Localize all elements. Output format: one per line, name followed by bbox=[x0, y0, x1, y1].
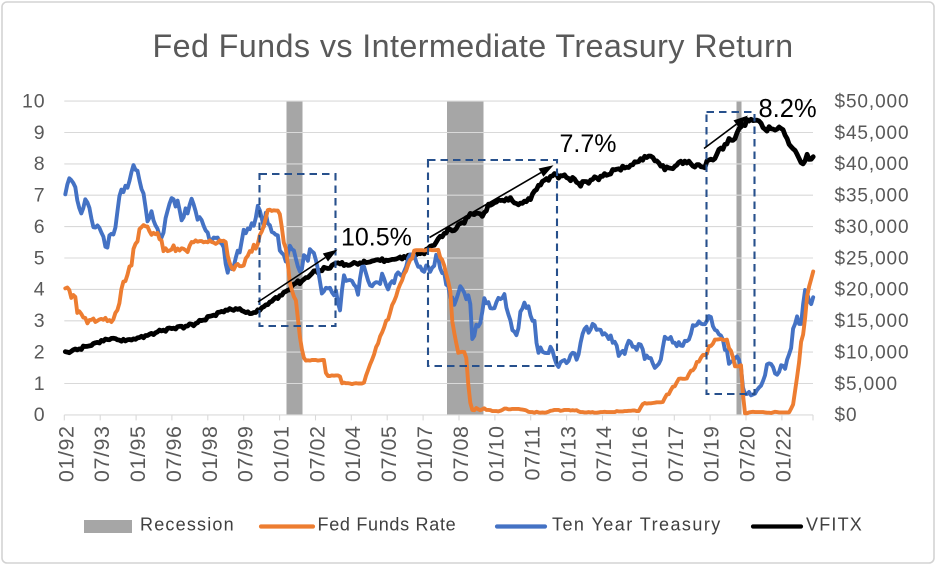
svg-text:7.7%: 7.7% bbox=[560, 130, 617, 158]
svg-text:Fed Funds vs Intermediate Trea: Fed Funds vs Intermediate Treasury Retur… bbox=[152, 28, 793, 64]
svg-text:$10,000: $10,000 bbox=[835, 342, 910, 363]
svg-text:1: 1 bbox=[34, 373, 46, 395]
svg-text:01/01: 01/01 bbox=[270, 426, 294, 483]
svg-text:3: 3 bbox=[34, 310, 46, 332]
svg-text:5: 5 bbox=[34, 247, 46, 269]
svg-text:VFITX: VFITX bbox=[806, 515, 863, 535]
svg-text:01/95: 01/95 bbox=[126, 426, 150, 483]
svg-text:01/07: 01/07 bbox=[413, 426, 437, 483]
svg-text:$25,000: $25,000 bbox=[835, 248, 910, 269]
svg-text:7: 7 bbox=[34, 185, 46, 207]
svg-text:01/22: 01/22 bbox=[771, 426, 795, 483]
svg-text:07/02: 07/02 bbox=[305, 426, 329, 483]
svg-text:Recession: Recession bbox=[140, 515, 235, 535]
svg-text:$20,000: $20,000 bbox=[835, 280, 910, 301]
svg-text:0: 0 bbox=[34, 404, 46, 426]
svg-text:$15,000: $15,000 bbox=[835, 311, 910, 332]
svg-text:07/08: 07/08 bbox=[449, 426, 473, 483]
svg-text:01/13: 01/13 bbox=[556, 426, 580, 483]
svg-text:Fed Funds Rate: Fed Funds Rate bbox=[318, 515, 457, 535]
svg-text:$30,000: $30,000 bbox=[835, 217, 910, 238]
svg-text:07/17: 07/17 bbox=[664, 426, 688, 483]
svg-text:07/20: 07/20 bbox=[736, 426, 760, 483]
svg-text:01/04: 01/04 bbox=[341, 426, 365, 483]
svg-text:10: 10 bbox=[22, 90, 46, 112]
svg-text:9: 9 bbox=[34, 122, 46, 144]
svg-text:Ten Year Treasury: Ten Year Treasury bbox=[552, 515, 722, 535]
svg-text:8.2%: 8.2% bbox=[759, 95, 817, 123]
svg-text:$45,000: $45,000 bbox=[835, 123, 910, 144]
svg-text:01/98: 01/98 bbox=[198, 426, 222, 483]
svg-text:$50,000: $50,000 bbox=[835, 91, 910, 112]
svg-text:01/92: 01/92 bbox=[54, 426, 78, 483]
svg-text:$40,000: $40,000 bbox=[835, 154, 910, 175]
svg-text:6: 6 bbox=[34, 216, 46, 238]
svg-text:$35,000: $35,000 bbox=[835, 186, 910, 207]
svg-text:07/93: 07/93 bbox=[90, 426, 114, 483]
svg-text:07/99: 07/99 bbox=[234, 426, 258, 483]
svg-text:01/19: 01/19 bbox=[700, 426, 724, 483]
svg-text:07/05: 07/05 bbox=[377, 426, 401, 483]
svg-text:10.5%: 10.5% bbox=[341, 224, 412, 252]
svg-text:01/16: 01/16 bbox=[628, 426, 652, 483]
svg-text:07/11: 07/11 bbox=[520, 426, 544, 481]
svg-text:$0: $0 bbox=[835, 405, 858, 426]
svg-text:07/14: 07/14 bbox=[592, 426, 616, 483]
svg-text:01/10: 01/10 bbox=[485, 426, 509, 483]
svg-text:2: 2 bbox=[34, 341, 46, 363]
svg-text:07/96: 07/96 bbox=[162, 426, 186, 483]
svg-text:4: 4 bbox=[34, 279, 46, 301]
svg-text:$5,000: $5,000 bbox=[835, 374, 899, 395]
svg-text:8: 8 bbox=[34, 153, 46, 175]
